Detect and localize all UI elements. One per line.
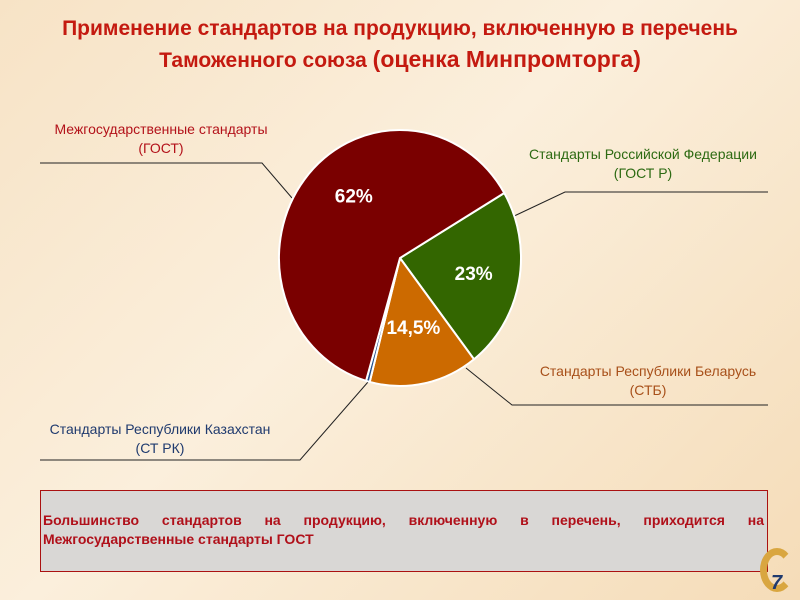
pie-slice (398, 191, 522, 361)
page-number: 7 (771, 572, 783, 594)
label-gost-r-name: Стандарты Российской Федерации (529, 146, 757, 162)
title-line-2: Таможенного союза (159, 49, 367, 72)
slide-title: Применение стандартов на продукцию, вклю… (0, 14, 800, 76)
data-label: 62% (335, 186, 373, 207)
label-st-rk: Стандарты Республики Казахстан (СТ РК) (30, 420, 290, 458)
label-gost: Межгосударственные стандарты (ГОСТ) (36, 120, 286, 158)
label-st-rk-name: Стандарты Республики Казахстан (49, 421, 271, 437)
label-gost-name: Межгосударственные стандарты (54, 121, 268, 137)
logo-icon (760, 548, 794, 592)
label-stb-sub: (СТБ) (629, 382, 667, 398)
label-gost-sub: (ГОСТ) (138, 140, 184, 156)
label-gost-r-sub: (ГОСТ Р) (613, 165, 673, 181)
title-line-1: Применение стандартов на продукцию, вклю… (62, 17, 738, 40)
leader-line-st-rk (40, 381, 369, 461)
pie-slice (368, 255, 476, 387)
pie-slice (278, 129, 506, 383)
label-st-rk-sub: (СТ РК) (135, 440, 185, 456)
label-gost-r: Стандарты Российской Федерации (ГОСТ Р) (510, 145, 776, 183)
title-line-2-bold: (оценка Минпромторга) (372, 46, 641, 72)
label-stb-name: Стандарты Республики Беларусь (539, 363, 757, 379)
data-label: 14,5% (386, 318, 440, 339)
summary-note: Большинство стандартов на продукцию, вкл… (40, 490, 768, 572)
data-label: 23% (455, 264, 493, 285)
leader-line-gost-r (509, 191, 768, 219)
label-stb: Стандарты Республики Беларусь (СТБ) (520, 362, 776, 400)
leader-line-gost (40, 162, 293, 199)
leader-line-stb (465, 367, 768, 406)
